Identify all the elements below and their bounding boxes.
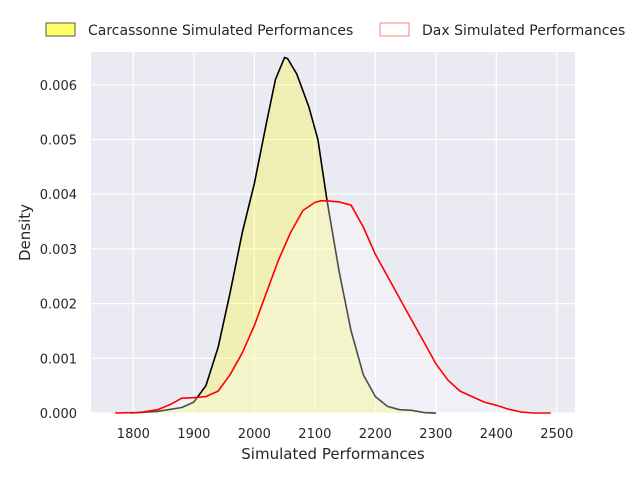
series-layer [115, 56, 551, 414]
series-line-1 [130, 56, 436, 414]
series-line-2 [115, 200, 551, 414]
y-tick-label: 0.004 [40, 188, 77, 203]
x-tick-label: 2500 [540, 427, 573, 442]
x-axis-label: Simulated Performances [241, 445, 425, 463]
legend-label-2: Dax Simulated Performances [422, 23, 625, 39]
x-tick-label: 2300 [419, 427, 452, 442]
x-axis: 1800 1900 2000 2100 2200 2300 2400 2500 [117, 427, 574, 442]
x-tick-label: 1900 [177, 427, 210, 442]
series-area-1 [130, 57, 436, 413]
x-tick-label: 2100 [298, 427, 331, 442]
legend: Carcassonne Simulated Performances Dax Si… [45, 22, 625, 39]
grid-lines [91, 52, 575, 414]
x-tick-label: 2400 [480, 427, 513, 442]
y-tick-label: 0.000 [40, 407, 77, 422]
y-tick-label: 0.001 [40, 352, 77, 367]
y-tick-label: 0.006 [40, 79, 77, 94]
y-tick-label: 0.003 [40, 243, 77, 258]
x-tick-label: 2200 [359, 427, 392, 442]
legend-swatch-2 [379, 22, 410, 37]
y-axis: 0.000 0.001 0.002 0.003 0.004 0.005 0.006 [40, 79, 77, 422]
y-tick-label: 0.005 [40, 134, 77, 149]
x-tick-label: 1800 [117, 427, 150, 442]
y-axis-label: Density [16, 204, 34, 261]
legend-swatch-1 [45, 22, 76, 37]
y-tick-label: 0.002 [40, 298, 77, 313]
legend-label-1: Carcassonne Simulated Performances [88, 23, 353, 39]
series-area-2 [115, 200, 551, 413]
x-tick-label: 2000 [238, 427, 271, 442]
